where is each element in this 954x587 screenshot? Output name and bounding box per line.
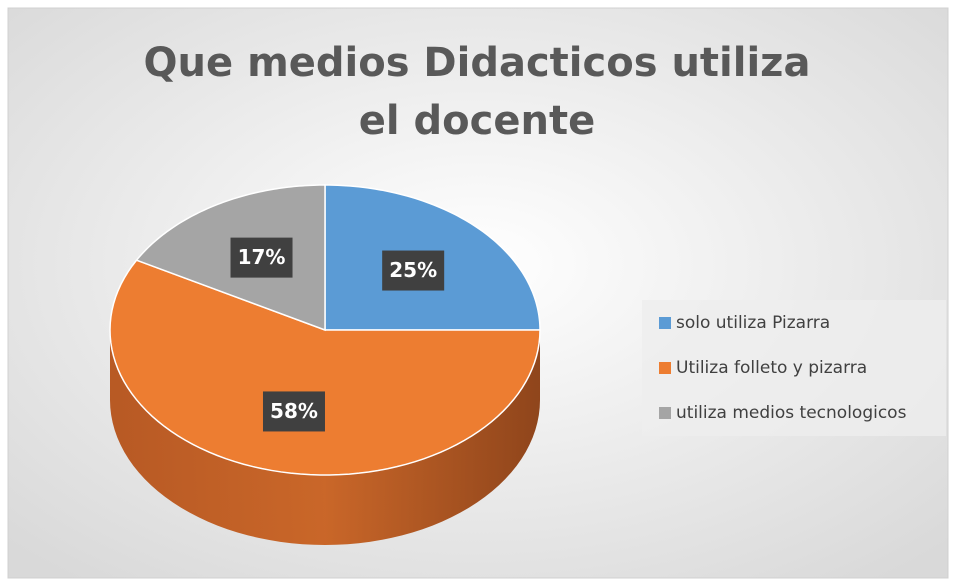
data-label: 17% bbox=[238, 245, 286, 269]
data-label-box bbox=[382, 250, 445, 291]
legend-label: Utiliza folleto y pizarra bbox=[676, 358, 867, 378]
slice-side bbox=[110, 330, 540, 545]
data-label: 58% bbox=[270, 399, 318, 423]
legend-label: utiliza medios tecnologicos bbox=[676, 403, 907, 423]
data-label-box bbox=[230, 237, 293, 278]
legend-swatch bbox=[659, 317, 671, 329]
slice bbox=[109, 259, 541, 476]
legend-swatch bbox=[659, 362, 671, 374]
legend-box bbox=[642, 300, 946, 436]
data-label: 25% bbox=[389, 258, 437, 282]
chart-title: Que medios Didacticos utiliza el docente bbox=[143, 40, 811, 144]
legend-swatch bbox=[659, 407, 671, 419]
legend-label: solo utiliza Pizarra bbox=[676, 313, 830, 333]
data-label-box bbox=[262, 391, 325, 432]
